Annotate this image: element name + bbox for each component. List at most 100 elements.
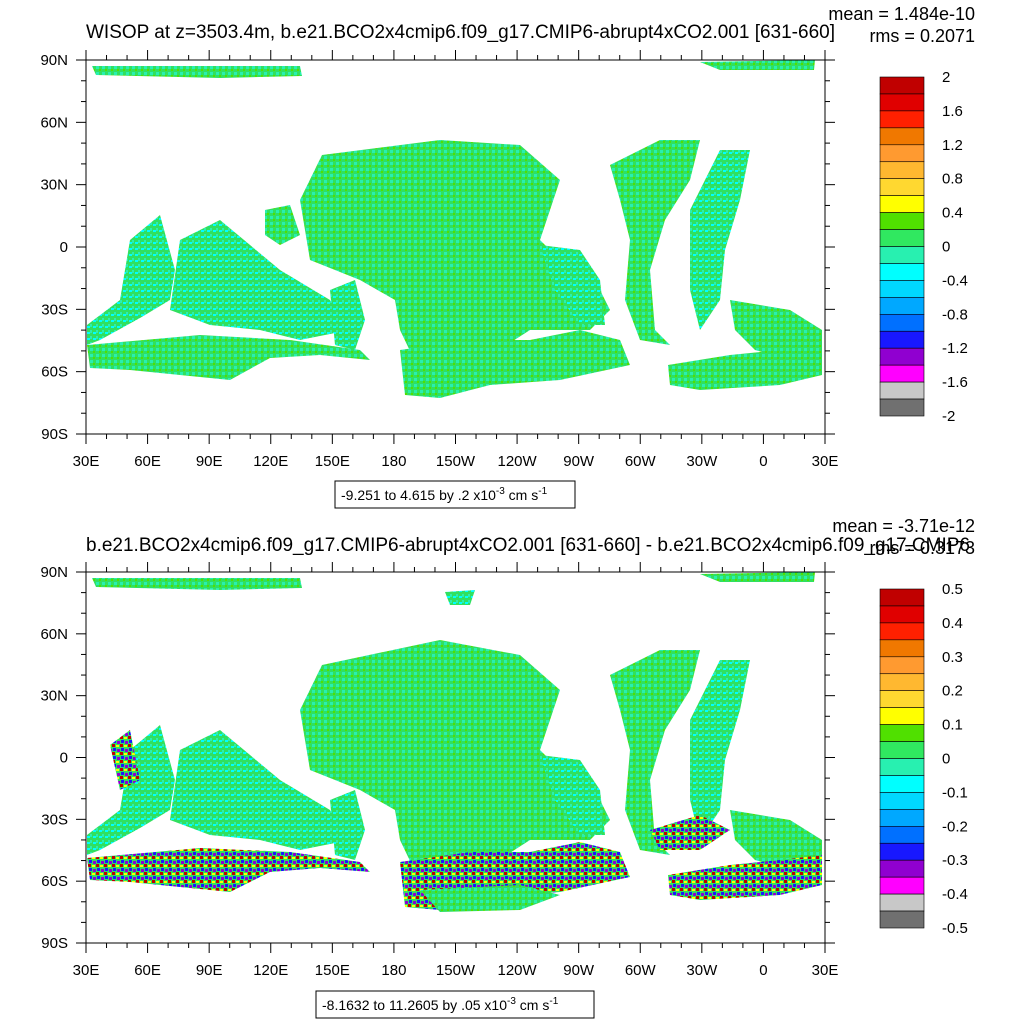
lat-tick-label: 0 [60,750,68,767]
colorbar-swatch [879,297,925,315]
colorbar-swatch [879,381,925,400]
colorbar-swatch [879,347,925,366]
panel-1-ocean-patch [87,215,175,345]
colorbar-label: 2 [942,69,950,86]
panel-2-title: b.e21.BCO2x4cmip6.f09_g17.CMIP6-abrupt4x… [86,535,970,556]
colorbar-label: -0.4 [942,886,968,903]
colorbar-swatch [879,910,925,929]
lat-tick-label: 60N [40,114,68,131]
panel-1-ocean-patch [668,345,822,390]
colorbar-label: 0 [942,239,950,256]
colorbar-swatch [879,76,925,95]
colorbar-swatch [879,161,925,180]
colorbar-swatch [879,690,925,708]
colorbar-swatch [879,588,925,607]
lon-tick-label: 120E [253,453,288,470]
panel-1-range-text: -9.251 to 4.615 by .2 x10 [341,487,496,503]
panel-2-ocean-patch [610,650,700,855]
colorbar-swatch [879,364,925,383]
panel-2-range-label: -8.1632 to 11.2605 by .05 x10-3 cm s-1 [315,990,595,1019]
lon-tick-label: 180 [381,453,406,470]
panel-1-title: WISOP at z=3503.4m, b.e21.BCO2x4cmip6.f0… [86,22,835,43]
panel-1-rms: rms = 0.2071 [869,26,975,46]
panel-2-ocean-patch [170,730,350,850]
panel-1-ocean-patch [300,140,610,375]
panel-2-ocean-patch [330,790,365,860]
lon-tick-label: 30E [812,962,839,979]
panel-2-ocean-patch [445,590,475,605]
colorbar-label: 0.4 [942,205,963,222]
lat-tick-label: 30N [40,688,68,705]
lon-tick-label: 90W [563,453,595,470]
lon-tick-label: 150W [436,453,476,470]
panel-1-field [87,60,822,398]
lon-tick-label: 60E [134,453,161,470]
colorbar-swatch [879,724,925,742]
colorbar-swatch [879,758,925,776]
panel-2-lon-axis: 30E 60E 90E 120E 150E 180 150W 120W 90W 60W 30W 0 30… [73,562,839,979]
colorbar-label: -1.2 [942,340,968,357]
colorbar-swatch [879,93,925,112]
colorbar-swatch [879,859,925,878]
colorbar-label: -2 [942,408,955,425]
lon-tick-label: 90W [563,962,595,979]
panel-2-mean: mean = -3.71e-12 [832,516,975,536]
panel-2-ocean-patch [110,730,140,790]
lat-tick-label: 90S [41,426,68,443]
lon-tick-label: 60E [134,962,161,979]
lon-tick-label: 60W [625,962,657,979]
lon-tick-label: 90E [196,962,223,979]
panel-2-ocean-patch [300,640,610,885]
colorbar-swatch [879,842,925,861]
colorbar-swatch [879,809,925,827]
colorbar-swatch [879,825,925,844]
panel-1-ocean-patch [690,150,750,330]
colorbar-swatch [879,639,925,658]
colorbar-swatch [879,707,925,725]
colorbar-swatch [879,229,925,247]
panel-2-range-exp: -3 [507,996,516,1007]
panel-2-ocean-patch [730,810,822,870]
lon-tick-label: 30W [686,962,718,979]
panel-1-mean: mean = 1.484e-10 [828,4,975,24]
lon-tick-label: 150E [315,453,350,470]
colorbar-swatch [879,622,925,641]
panel-2-ocean-patch [87,725,175,855]
panel-2-ocean-patch [690,660,750,840]
colorbar-swatch [879,144,925,163]
colorbar-label: 0.2 [942,683,963,700]
lat-tick-label: 90S [41,935,68,952]
colorbar-swatch [879,178,925,196]
panel-1-ocean-patch [400,330,630,398]
lat-tick-label: 90N [40,52,68,69]
colorbar-swatch [879,246,925,264]
colorbar-swatch [879,110,925,129]
colorbar-label: 0.4 [942,615,963,632]
colorbar-swatch [879,263,925,281]
colorbar-label: -0.3 [942,852,968,869]
panel-2-range-unit-exp: -1 [549,996,558,1007]
colorbar-label: 0 [942,751,950,768]
lon-tick-label: 0 [759,962,767,979]
colorbar-swatch [879,893,925,912]
lat-tick-label: 0 [60,239,68,256]
lon-tick-label: 30E [73,453,100,470]
lon-tick-label: 150W [436,962,476,979]
panel-2-rms: rms = 0.3173 [869,538,975,558]
colorbar-swatch [879,876,925,895]
panel-1-ocean-patch [170,220,350,340]
colorbar-label: -0.4 [942,272,968,289]
panel-1-ocean-patch [87,335,370,380]
panel-2-range-unit: cm s [516,997,549,1013]
panel-1-colorbar: 2 1.6 1.2 0.8 0.4 0 -0.4 -0.8 -1.2 -1.6 -2 [879,69,968,425]
lat-tick-label: 30S [41,811,68,828]
panel-2-field [87,572,822,912]
lat-tick-label: 30N [40,177,68,194]
lat-tick-label: 60S [41,364,68,381]
svg-text:-8.1632 to 11.2605 by .05 x10-: -8.1632 to 11.2605 by .05 x10-3 cm s-1 [322,996,559,1013]
lat-tick-label: 60N [40,626,68,643]
panel-2-ocean-patch [650,815,730,850]
panel-1-ocean-patch [330,280,365,350]
panel-1-range-unit-exp: -1 [538,486,547,497]
panel-2-ocean-patch [540,755,605,835]
